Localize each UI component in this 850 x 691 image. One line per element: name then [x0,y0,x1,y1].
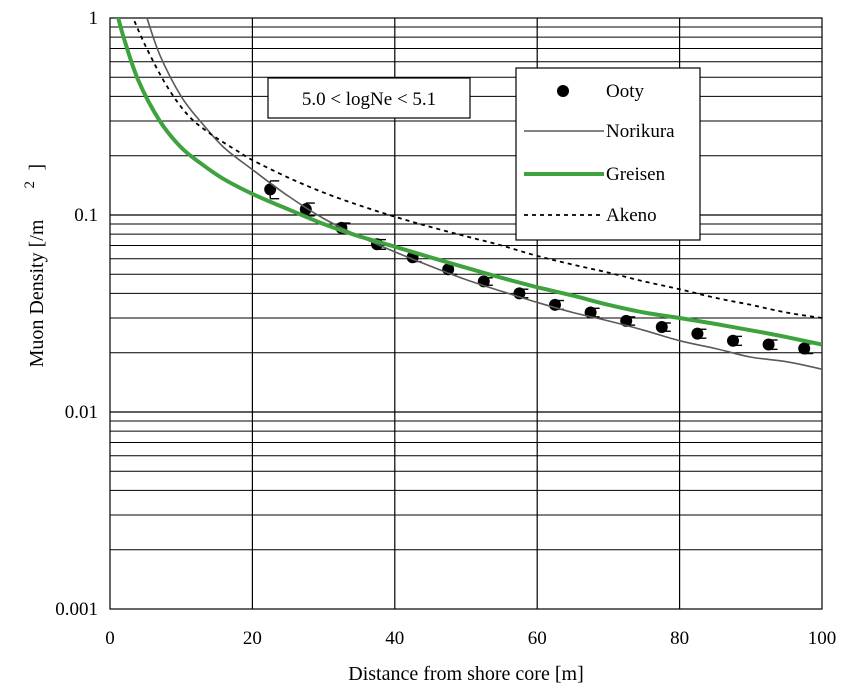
y-tick-label: 0.001 [55,599,98,620]
y-axis-label-close: ] [26,164,48,171]
y-tick-label: 0.1 [74,205,98,226]
annotation-text: 5.0 < logNe < 5.1 [302,89,436,110]
axis-labels: 0 20 40 60 80 100 0.001 0.01 0.1 1 Distance from s… [22,8,836,685]
annotation-box: 5.0 < logNe < 5.1 [267,77,471,119]
legend-entry-akeno: Akeno [524,205,657,226]
series-line-greisen [116,18,822,347]
legend-marker-ooty [557,85,569,97]
x-tick-label: 100 [808,628,837,649]
data-point-ooty [762,338,778,351]
legend-label-ooty: Ooty [606,81,645,102]
x-tick-label: 60 [528,628,547,649]
data-point-marker [727,334,739,347]
legend-frame [515,67,701,241]
x-tick-label: 20 [243,628,262,649]
y-axis-label-text: Muon Density [/m [26,219,48,367]
data-point-marker [655,321,668,334]
legend-entry-ooty: Ooty [557,81,645,102]
x-tick-label: 40 [385,628,404,649]
legend-label-greisen: Greisen [606,164,666,185]
series-line-norikura [146,18,822,370]
data-point-marker [264,183,277,196]
series-layer [116,18,822,370]
x-axis-label: Distance from shore core [m] [348,663,583,685]
legend-label-norikura: Norikura [606,121,675,142]
legend: Ooty Norikura Greisen Akeno [515,67,701,241]
series-line-akeno [132,18,822,319]
x-tick-label: 0 [105,628,115,649]
legend-label-akeno: Akeno [606,205,657,226]
data-point-ooty [655,321,671,334]
y-axis-label-superscript: 2 [22,181,38,189]
plot-frame [109,17,823,610]
y-tick-label: 0.01 [65,402,98,423]
data-point-ooty [691,327,707,340]
data-point-marker [691,327,704,340]
x-tick-label: 80 [670,628,689,649]
data-point-marker [798,342,811,355]
legend-entry-greisen: Greisen [524,164,666,185]
data-point-ooty [727,334,742,347]
legend-entry-norikura: Norikura [524,121,675,142]
y-axis-label: Muon Density [/m 2] [22,164,48,368]
data-point-marker [762,338,775,351]
y-tick-label: 1 [89,8,99,29]
